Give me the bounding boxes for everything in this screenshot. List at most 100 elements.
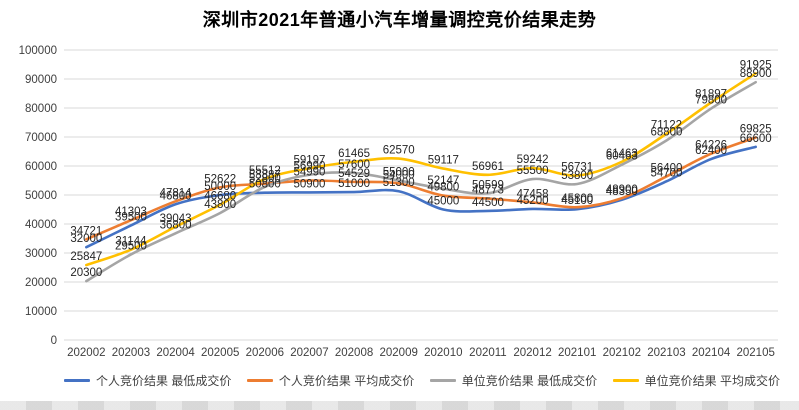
x-tick-label: 202105 bbox=[737, 347, 775, 359]
data-label: 48900 bbox=[606, 184, 638, 196]
y-tick-label: 0 bbox=[51, 335, 57, 347]
data-label: 46680 bbox=[204, 191, 236, 203]
data-label: 50000 bbox=[204, 181, 236, 193]
data-label: 41303 bbox=[115, 206, 147, 218]
data-label: 71122 bbox=[651, 120, 682, 132]
x-tick-label: 202003 bbox=[112, 347, 150, 359]
data-label: 32000 bbox=[70, 233, 102, 245]
x-axis-labels: 202002 202003 202004 202005 202006 202007 2020… bbox=[67, 347, 775, 359]
data-label: 60463 bbox=[606, 151, 638, 163]
data-label: 56961 bbox=[472, 161, 504, 173]
data-label: 36800 bbox=[160, 219, 192, 231]
data-label: 57600 bbox=[338, 159, 370, 171]
data-label: 56990 bbox=[293, 161, 325, 173]
chart-title: 深圳市2021年普通小汽车增量调控竞价结果走势 bbox=[202, 10, 597, 30]
data-label: 53887 bbox=[249, 170, 281, 182]
data-label: 51300 bbox=[383, 177, 415, 189]
data-label: 55512 bbox=[249, 165, 281, 177]
x-tick-label: 202004 bbox=[156, 347, 195, 359]
legend-item-unit-lowest: 单位竞价结果 最低成交价 bbox=[429, 372, 597, 389]
data-label: 45200 bbox=[517, 195, 549, 207]
data-label: 88900 bbox=[740, 68, 772, 80]
data-label: 64226 bbox=[695, 140, 727, 152]
y-tick-label: 30000 bbox=[25, 248, 57, 260]
data-label: 56400 bbox=[650, 162, 682, 174]
data-label: 69825 bbox=[740, 124, 772, 136]
legend-swatch-unit-average bbox=[612, 379, 639, 382]
data-label: 54700 bbox=[650, 167, 682, 179]
legend-item-personal-average: 个人竞价结果 平均成交价 bbox=[246, 372, 415, 389]
data-label: 54000 bbox=[383, 169, 415, 181]
data-label: 52147 bbox=[427, 175, 459, 187]
data-label: 59242 bbox=[517, 154, 549, 166]
series-line-3 bbox=[85, 72, 757, 267]
legend-label-personal-lowest: 个人竞价结果 最低成交价 bbox=[96, 374, 232, 388]
y-tick-label: 10000 bbox=[25, 306, 57, 318]
x-tick-label: 202104 bbox=[692, 347, 731, 359]
data-label: 66600 bbox=[740, 133, 772, 145]
x-tick-label: 202007 bbox=[290, 347, 328, 359]
y-tick-label: 80000 bbox=[25, 103, 57, 115]
y-tick-label: 50000 bbox=[25, 190, 57, 202]
x-tick-label: 202102 bbox=[603, 347, 641, 359]
data-label: 54529 bbox=[338, 168, 370, 180]
data-label: 55000 bbox=[383, 167, 415, 179]
data-label: 53800 bbox=[561, 170, 593, 182]
data-labels: 32000 39500 46800 50000 50800 50900 51000 51300… bbox=[70, 59, 771, 279]
data-label: 62570 bbox=[383, 145, 415, 157]
data-label: 44500 bbox=[472, 197, 504, 209]
x-tick-label: 202006 bbox=[246, 347, 284, 359]
legend-swatch-personal-lowest bbox=[64, 379, 90, 382]
x-tick-label: 202010 bbox=[424, 347, 462, 359]
data-label: 52800 bbox=[249, 173, 281, 185]
y-tick-label: 40000 bbox=[25, 219, 57, 231]
y-tick-label: 60000 bbox=[25, 161, 57, 173]
bidding-trend-chart: 0 10000 20000 30000 40000 50000 60000 70000 8000… bbox=[19, 45, 778, 359]
data-label: 68800 bbox=[650, 126, 682, 138]
data-label: 25847 bbox=[70, 251, 102, 263]
data-label: 81897 bbox=[695, 88, 727, 100]
x-tick-label: 202002 bbox=[67, 347, 105, 359]
y-tick-label: 70000 bbox=[25, 132, 57, 144]
series-lines bbox=[85, 72, 757, 283]
data-label: 49800 bbox=[427, 182, 459, 194]
data-label: 29500 bbox=[115, 240, 147, 252]
data-label: 39043 bbox=[160, 213, 192, 225]
data-label: 43800 bbox=[204, 199, 236, 211]
data-label: 47814 bbox=[160, 187, 193, 199]
data-label: 61463 bbox=[606, 148, 638, 160]
x-tick-label: 202008 bbox=[335, 347, 373, 359]
legend-label-personal-average: 个人竞价结果 平均成交价 bbox=[278, 374, 415, 388]
data-label: 50800 bbox=[249, 179, 281, 191]
data-label: 54990 bbox=[293, 167, 325, 179]
data-label: 45000 bbox=[427, 196, 459, 208]
x-tick-label: 202101 bbox=[558, 347, 596, 359]
data-label: 52622 bbox=[204, 173, 236, 185]
data-label: 51000 bbox=[338, 178, 370, 190]
data-label: 62400 bbox=[695, 145, 727, 157]
gridlines bbox=[64, 49, 778, 341]
data-label: 46800 bbox=[160, 190, 192, 202]
y-tick-label: 90000 bbox=[25, 74, 57, 86]
data-label: 45100 bbox=[561, 195, 593, 207]
data-label: 59117 bbox=[428, 155, 459, 167]
legend-swatch-personal-average bbox=[246, 379, 273, 382]
legend-label-unit-average: 单位竞价结果 平均成交价 bbox=[644, 374, 780, 388]
legend-item-unit-average: 单位竞价结果 平均成交价 bbox=[612, 372, 780, 389]
legend-swatch-unit-lowest bbox=[429, 379, 456, 382]
data-label: 79800 bbox=[695, 95, 727, 107]
x-tick-label: 202011 bbox=[469, 347, 507, 359]
data-label: 45800 bbox=[561, 193, 593, 205]
data-label: 55500 bbox=[517, 165, 549, 177]
data-label: 39500 bbox=[115, 211, 147, 223]
data-label: 50900 bbox=[293, 178, 325, 190]
series-line-0 bbox=[85, 145, 757, 249]
data-label: 48773 bbox=[472, 185, 504, 197]
series-line-1 bbox=[85, 136, 757, 241]
data-label: 20300 bbox=[70, 267, 102, 279]
data-label: 56731 bbox=[561, 161, 593, 173]
x-tick-label: 202009 bbox=[380, 347, 418, 359]
x-tick-label: 202012 bbox=[513, 347, 551, 359]
legend-item-personal-lowest: 个人竞价结果 最低成交价 bbox=[64, 372, 231, 389]
